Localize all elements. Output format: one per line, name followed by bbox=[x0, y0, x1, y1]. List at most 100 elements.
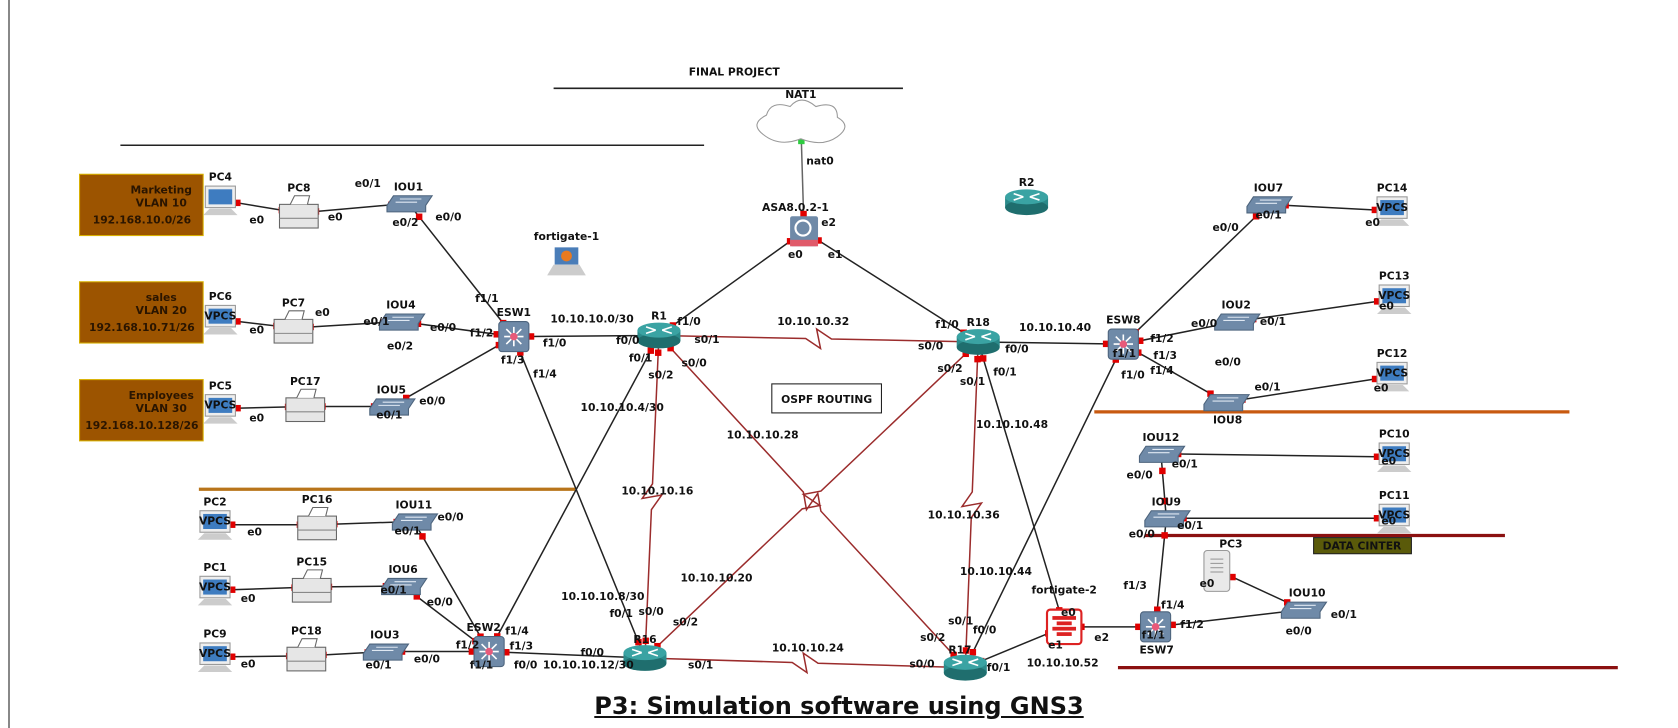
port-indicator bbox=[1135, 623, 1142, 631]
labels-layer: e0 e0/1 e0 e0/2 e0/0 e0 e0 e0/1 e0/0 e0/2 f1/1 f1/2… bbox=[241, 155, 1396, 674]
port-indicator bbox=[979, 355, 987, 362]
node-iou10[interactable]: IOU10 bbox=[1280, 587, 1328, 619]
node-r18[interactable]: R18 bbox=[956, 316, 1000, 355]
link-line[interactable] bbox=[960, 341, 984, 668]
node-pc14[interactable]: VPCS PC14 bbox=[1374, 181, 1410, 226]
link-line[interactable] bbox=[658, 230, 805, 337]
node-asa[interactable]: ASA8.0.2-1 bbox=[762, 201, 829, 247]
node-iou4[interactable]: IOU4 bbox=[378, 299, 426, 331]
link-line[interactable] bbox=[644, 651, 966, 675]
port-indicator bbox=[1136, 337, 1144, 344]
link-r1-r17 bbox=[658, 335, 966, 669]
node-label: fortigate-1 bbox=[534, 230, 599, 243]
node-iou6[interactable]: IOU6 bbox=[381, 563, 428, 596]
link-line[interactable] bbox=[1122, 203, 1269, 345]
node-pc10[interactable]: VPCS PC10 bbox=[1377, 428, 1412, 473]
vlan-subnet: 192.168.10.128/26 bbox=[85, 419, 198, 432]
node-pc16[interactable]: PC16 bbox=[297, 493, 337, 541]
link-nat1-asa bbox=[798, 123, 807, 232]
link-line[interactable] bbox=[1160, 453, 1395, 458]
node-pc8[interactable]: PC8 bbox=[278, 181, 319, 229]
node-esw7[interactable]: ESW7 bbox=[1139, 611, 1174, 657]
node-pc2[interactable]: VPCS PC2 bbox=[197, 495, 233, 540]
link-line[interactable] bbox=[513, 336, 646, 659]
node-pc9[interactable]: VPCS PC9 bbox=[197, 628, 233, 672]
node-pc15[interactable]: PC15 bbox=[291, 556, 332, 603]
port-indicator bbox=[468, 648, 476, 655]
link-line[interactable] bbox=[964, 343, 1125, 669]
link-line[interactable] bbox=[1155, 608, 1303, 628]
port-indicator bbox=[415, 213, 423, 221]
node-iou11[interactable]: IOU11 bbox=[391, 499, 439, 531]
node-esw2[interactable]: ESW2 bbox=[467, 621, 505, 668]
interface-label: f1/2 bbox=[456, 638, 480, 651]
link-line[interactable] bbox=[640, 335, 664, 659]
node-pc12[interactable]: VPCS PC12 bbox=[1374, 347, 1410, 392]
link-line[interactable] bbox=[978, 341, 1124, 345]
node-iou2[interactable]: IOU2 bbox=[1214, 299, 1261, 331]
node-label: PC16 bbox=[302, 493, 333, 506]
link-line[interactable] bbox=[1236, 298, 1395, 323]
node-pc7[interactable]: PC7 bbox=[273, 296, 314, 344]
node-pc6[interactable]: VPCS PC6 bbox=[203, 290, 238, 335]
node-r2[interactable]: R2 bbox=[1005, 176, 1049, 216]
node-pc13[interactable]: VPCS PC13 bbox=[1377, 270, 1412, 315]
router-arrows-icon bbox=[631, 648, 659, 657]
printer-icon bbox=[285, 397, 326, 423]
node-iou12[interactable]: IOU12 bbox=[1138, 431, 1186, 463]
node-r16[interactable]: R16 bbox=[623, 633, 667, 671]
router-icon bbox=[637, 333, 681, 349]
interface-label: e0/0 bbox=[427, 595, 453, 608]
port-indicator bbox=[402, 394, 410, 402]
link-line[interactable] bbox=[390, 335, 515, 408]
node-iou7[interactable]: IOU7 bbox=[1246, 181, 1294, 214]
node-pc3[interactable]: PC3 bbox=[1203, 537, 1242, 592]
link-line[interactable] bbox=[489, 650, 646, 659]
node-fg1[interactable]: fortigate-1 bbox=[534, 230, 599, 276]
node-iou5[interactable]: IOU5 bbox=[369, 384, 416, 416]
link-line[interactable] bbox=[644, 341, 979, 659]
node-pc11[interactable]: VPCS PC11 bbox=[1377, 489, 1412, 534]
port-indicator bbox=[413, 593, 421, 600]
node-esw8[interactable]: ESW8 bbox=[1106, 314, 1141, 360]
interface-label: f1/0 bbox=[677, 315, 701, 328]
node-r17[interactable]: R17 bbox=[943, 644, 987, 681]
network-label: 10.10.10.0/30 bbox=[550, 313, 633, 326]
interface-label: f0/0 bbox=[973, 623, 997, 636]
node-label: ESW2 bbox=[467, 621, 501, 634]
fortigate-logo-icon bbox=[561, 250, 572, 262]
node-pc18[interactable]: PC18 bbox=[286, 624, 327, 672]
node-iou1[interactable]: IOU1 bbox=[386, 180, 434, 213]
link-line[interactable] bbox=[658, 335, 966, 669]
link-r18-esw8 bbox=[978, 338, 1124, 348]
brick-icon bbox=[1056, 621, 1072, 626]
link-line[interactable] bbox=[488, 335, 660, 652]
node-iou3[interactable]: IOU3 bbox=[362, 629, 410, 661]
interface-label: e0/1 bbox=[1331, 608, 1357, 621]
node-iou9[interactable]: IOU9 bbox=[1144, 495, 1191, 528]
link-line[interactable] bbox=[803, 230, 979, 343]
node-esw1[interactable]: ESW1 bbox=[497, 306, 531, 353]
link-line[interactable] bbox=[977, 341, 1065, 628]
node-iou8[interactable]: IOU8 bbox=[1203, 394, 1251, 427]
node-pc17[interactable]: PC17 bbox=[285, 375, 326, 423]
node-label: IOU3 bbox=[370, 629, 399, 642]
node-pc1[interactable]: VPCS PC1 bbox=[197, 561, 233, 606]
node-pc4[interactable]: PC4 bbox=[203, 171, 238, 216]
node-fg2[interactable]: fortigate-2 bbox=[1031, 584, 1097, 646]
link-line[interactable] bbox=[407, 202, 515, 338]
link-line[interactable] bbox=[413, 521, 490, 652]
link-line[interactable] bbox=[1160, 453, 1168, 519]
link-line[interactable] bbox=[1225, 375, 1393, 403]
router-arrows-icon bbox=[952, 658, 979, 667]
node-label: PC5 bbox=[209, 379, 232, 392]
node-pc5[interactable]: VPCS PC5 bbox=[203, 379, 238, 424]
link-line[interactable] bbox=[658, 327, 979, 351]
link-line[interactable] bbox=[513, 334, 659, 338]
node-nat1[interactable]: NAT1 bbox=[756, 88, 846, 144]
node-r1[interactable]: R1 bbox=[637, 309, 681, 349]
link-line[interactable] bbox=[1268, 203, 1393, 212]
